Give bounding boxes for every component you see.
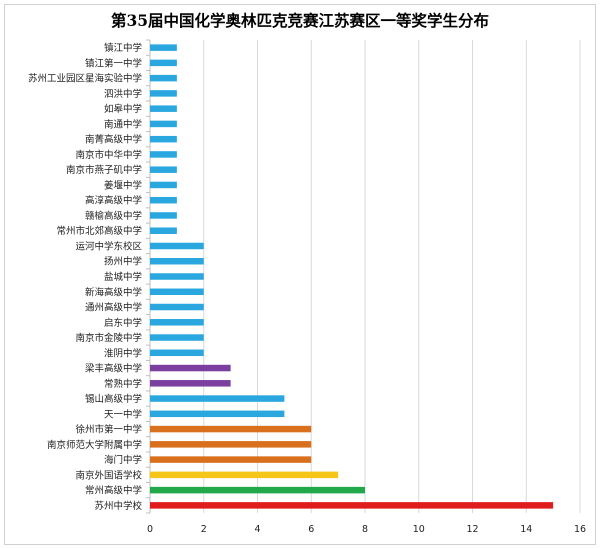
- category-label: 通州高级中学: [85, 302, 142, 314]
- bar: [150, 471, 339, 479]
- bar: [150, 74, 177, 82]
- category-label: 淮阴中学: [104, 347, 142, 359]
- bar: [150, 425, 312, 433]
- category-label: 运河中学东校区: [75, 240, 142, 252]
- category-label: 南菁高级中学: [85, 134, 142, 146]
- category-label: 南京市中华中学: [75, 149, 142, 161]
- category-label: 天一中学: [104, 408, 142, 420]
- category-label: 南京师范大学附属中学: [47, 439, 142, 451]
- category-label: 南京市燕子矶中学: [66, 164, 142, 176]
- bar: [150, 395, 285, 402]
- bar: [150, 441, 312, 448]
- category-label: 南京市金陵中学: [75, 332, 142, 344]
- bar: [150, 273, 204, 280]
- category-label: 启东中学: [104, 317, 142, 329]
- bar: [150, 410, 285, 418]
- category-label: 如皋中学: [104, 103, 142, 115]
- bar: [150, 212, 177, 219]
- category-labels: 镇江中学镇江第一中学苏州工业园区星海实验中学泗洪中学如皋中学南通中学南菁高级中学…: [28, 42, 143, 512]
- category-label: 镇江第一中学: [85, 57, 142, 69]
- x-tick-label: 8: [362, 524, 368, 535]
- category-label: 常州高级中学: [85, 485, 142, 497]
- bar: [150, 181, 177, 189]
- x-tick-label: 16: [574, 524, 586, 535]
- x-tick-label: 14: [520, 524, 532, 535]
- category-label: 泗洪中学: [104, 88, 142, 100]
- bar: [150, 227, 177, 234]
- bar: [150, 257, 204, 265]
- bar: [150, 242, 204, 250]
- category-label: 锡山高级中学: [85, 393, 142, 405]
- bar: [150, 196, 177, 204]
- x-tick-label: 12: [466, 524, 478, 535]
- category-label: 梁丰高级中学: [85, 363, 142, 375]
- category-label: 常州市北郊高级中学: [56, 225, 142, 237]
- category-label: 扬州中学: [104, 256, 142, 268]
- x-tick-label: 0: [147, 524, 153, 535]
- category-label: 镇江中学: [104, 42, 142, 54]
- category-label: 苏州中学校: [94, 500, 142, 512]
- bar: [150, 59, 177, 67]
- bar: [150, 151, 177, 158]
- x-tick-labels: 0 2 4 6 8 10 12 14 16: [147, 524, 586, 535]
- bar: [150, 120, 177, 128]
- bar: [150, 349, 204, 357]
- bar: [150, 319, 204, 326]
- bar: [150, 364, 231, 372]
- category-label: 海门中学: [104, 454, 142, 466]
- category-label: 南通中学: [104, 118, 142, 130]
- category-label: 苏州工业园区星海实验中学: [28, 73, 142, 85]
- bar: [150, 486, 365, 494]
- category-label: 姜堰中学: [104, 179, 142, 191]
- x-tick-label: 10: [413, 524, 425, 535]
- bar: [150, 105, 177, 112]
- bar: [150, 334, 204, 341]
- category-label: 新海高级中学: [85, 286, 142, 298]
- bar: [150, 166, 177, 173]
- bar: [150, 502, 554, 509]
- chart-frame: [4, 4, 596, 545]
- bar: [150, 380, 231, 387]
- category-label: 赣榆高级中学: [85, 210, 142, 222]
- category-label: 徐州市第一中学: [75, 424, 142, 436]
- bar: [150, 456, 312, 463]
- bar: [150, 90, 177, 97]
- x-tick-label: 6: [308, 524, 314, 535]
- category-label: 盐城中学: [104, 271, 142, 283]
- category-label: 高淳高级中学: [85, 195, 142, 207]
- category-label: 南京外国语学校: [75, 469, 142, 481]
- bars: [150, 44, 554, 509]
- bar: [150, 44, 177, 51]
- bar: [150, 288, 204, 296]
- bar: [150, 303, 204, 311]
- chart-title: 第35届中国化学奥林匹克竞赛江苏赛区一等奖学生分布: [111, 11, 489, 30]
- x-tick-label: 2: [201, 524, 207, 535]
- category-label: 常熟中学: [104, 378, 142, 390]
- bar: [150, 135, 177, 143]
- x-tick-label: 4: [254, 524, 260, 535]
